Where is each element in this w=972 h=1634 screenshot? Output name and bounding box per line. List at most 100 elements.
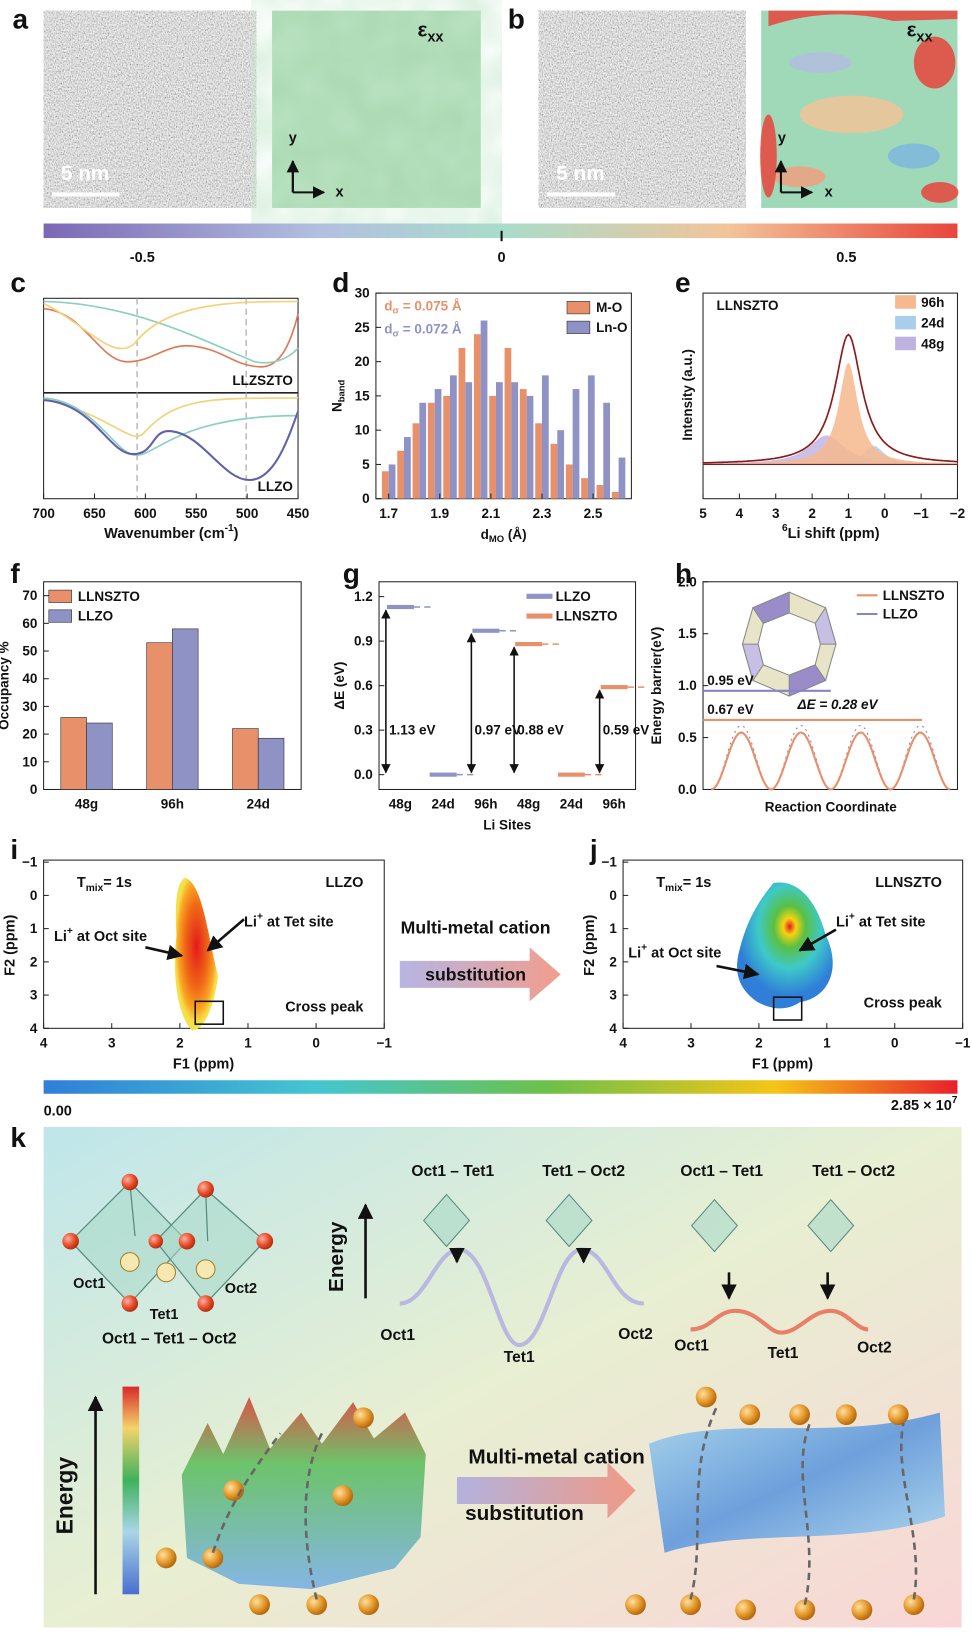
x-tick-label: 1.7 (379, 506, 398, 521)
legend-label: LLNSZTO (556, 609, 618, 624)
bar (526, 395, 534, 499)
y-tick-label: 20 (22, 727, 37, 742)
bar (618, 457, 626, 499)
hrtem-image (43, 10, 257, 208)
schematic-background (43, 1126, 962, 1628)
diffusion-paths (211, 1406, 918, 1605)
y-tick-label: −1 (601, 855, 617, 870)
map-label-part: xx (916, 29, 932, 45)
mixing-time: Tmix= 1s (77, 875, 132, 894)
x-tick-label: 2.3 (533, 506, 552, 521)
bar (557, 430, 565, 499)
scale-bar-label: 5 nm (61, 162, 109, 185)
bar (480, 320, 488, 499)
site-label-part: Li (54, 929, 67, 945)
site-label-part: Li (244, 914, 257, 930)
axis-arrow-label: x (825, 184, 833, 200)
intensity-colorbar (43, 1080, 958, 1094)
legend-label: LLNSZTO (78, 589, 140, 604)
x-tick-label: 2 (176, 1035, 184, 1050)
barrier-label: 0.67 eV (707, 702, 754, 717)
mixing-time-part: T (77, 875, 86, 891)
energy-curve (690, 1308, 869, 1335)
atoms (62, 1173, 274, 1312)
map-label: εxx (907, 18, 933, 46)
plot-title: LLNSZTO (717, 298, 779, 313)
legend-label: 96h (921, 295, 944, 310)
x-axis-title-part: 6 (782, 523, 788, 534)
scale-bar-label: 5 nm (556, 162, 604, 185)
y-tick-label: 4 (30, 1021, 38, 1036)
y-tick-label: 50 (22, 644, 37, 659)
mixing-time: Tmix= 1s (656, 875, 711, 894)
y-tick-label: 3 (30, 988, 38, 1003)
annotation-part: σ (392, 306, 399, 317)
site-label: Li+ at Oct site (54, 926, 147, 945)
annotation-arrows (145, 918, 837, 980)
colorbar-label: 0 (498, 250, 506, 266)
bar (511, 382, 519, 499)
y-tick-label: 0.5 (678, 730, 697, 745)
bar (427, 402, 435, 499)
site-label: Oct1 (73, 1276, 105, 1292)
y-tick-label: 60 (22, 616, 37, 631)
annotation: dσ = 0.072 Å (384, 321, 462, 339)
bar (388, 464, 396, 499)
bar (86, 722, 113, 790)
site-label: Li+ at Tet site (836, 911, 926, 930)
site-label: Li+ at Tet site (244, 911, 334, 930)
y-axis-title-part: N (329, 402, 344, 412)
process-arrow (399, 947, 561, 1002)
bar (381, 471, 389, 499)
x-axis-title: Wavenumber (cm-1) (104, 523, 239, 542)
y-tick-label: 20 (355, 354, 370, 369)
y-tick-label: 1.0 (678, 678, 697, 693)
panel-letter: d (332, 267, 349, 298)
annotation-part: = 0.075 Å (399, 298, 462, 313)
bar (458, 347, 466, 499)
x-tick-label: 48g (517, 797, 540, 812)
site-label: Oct2 (225, 1281, 257, 1297)
legend-swatch (895, 336, 916, 351)
y-tick-label: 25 (355, 320, 371, 335)
energy-level (386, 604, 414, 610)
bar (495, 382, 503, 499)
x-axis-title: 6Li shift (ppm) (782, 523, 880, 542)
map-label-part: ε (907, 18, 917, 41)
site-label-part: Li (836, 914, 849, 930)
plot-frame (43, 859, 385, 1029)
axis-arrows (286, 159, 814, 192)
x-tick-label: 4 (40, 1035, 48, 1050)
process-arrow (456, 1462, 636, 1519)
x-axis-title-part: MO (489, 534, 504, 545)
x-tick-label: 4 (619, 1035, 627, 1050)
plot-frame (622, 859, 964, 1029)
x-tick-label: 2.1 (481, 506, 500, 521)
legend-label: 48g (921, 336, 944, 351)
x-tick-label: 24d (560, 797, 583, 812)
y-tick-label: 1 (609, 921, 617, 936)
peak-area (703, 362, 958, 465)
x-tick-label: 2.5 (584, 506, 603, 521)
y-tick-label: 0 (609, 888, 617, 903)
x-axis-title-part: d (481, 527, 489, 542)
bar (572, 389, 580, 499)
axis-arrow-label: y (289, 130, 297, 146)
x-tick-label: 2 (808, 506, 816, 521)
legend-label: LLZO (78, 609, 113, 624)
energy-level (429, 772, 457, 777)
axis-arrow-label: x (336, 184, 344, 200)
annotation-part: d (384, 298, 392, 313)
legend-label: LLZO (556, 589, 591, 604)
strain-texture (272, 10, 481, 208)
x-tick-label: 96h (603, 797, 626, 812)
y-tick-label: 0 (30, 782, 38, 797)
energy-surface (649, 1412, 945, 1553)
x-axis-title: F1 (ppm) (752, 1057, 813, 1073)
bar (419, 402, 427, 499)
site-label-part: at Oct site (647, 946, 721, 962)
panel-letter: c (10, 267, 26, 298)
x-tick-label: −1 (913, 506, 929, 521)
x-axis-title: Li Sites (483, 817, 531, 832)
y-tick-label: 30 (355, 286, 370, 301)
